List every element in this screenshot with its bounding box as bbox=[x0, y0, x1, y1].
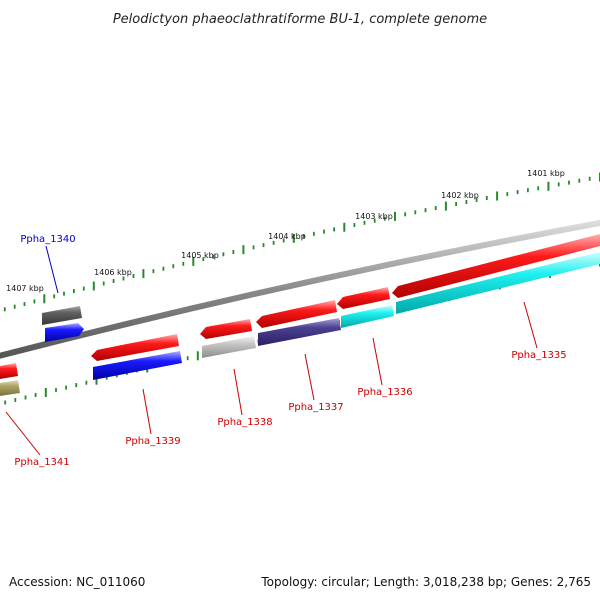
gene-ppha-1339-forward[interactable] bbox=[91, 334, 179, 361]
gene-label-ppha-1338[interactable]: Ppha_1338 bbox=[217, 417, 272, 428]
leader-line-1338 bbox=[233, 368, 243, 416]
kbp-label-1403: 1403 kbp bbox=[355, 212, 393, 221]
gene-label-ppha-1339[interactable]: Ppha_1339 bbox=[125, 436, 180, 447]
kbp-label-1406: 1406 kbp bbox=[94, 268, 132, 277]
leader-line-1341 bbox=[5, 411, 41, 456]
kbp-label-1405: 1405 kbp bbox=[181, 251, 219, 260]
gene-ppha-1341-track2[interactable] bbox=[0, 380, 20, 396]
gene-label-ppha-1341[interactable]: Ppha_1341 bbox=[14, 457, 69, 468]
gene-ppha-1340-track2[interactable] bbox=[45, 323, 84, 342]
accession-text: Accession: NC_011060 bbox=[9, 575, 145, 589]
gene-ppha-1337-track2[interactable] bbox=[258, 318, 341, 346]
leader-line-1340 bbox=[45, 245, 59, 294]
leader-line-1337 bbox=[304, 353, 315, 401]
gene-ppha-1338-forward[interactable] bbox=[200, 319, 252, 339]
gene-ppha-1341-forward[interactable] bbox=[0, 363, 18, 379]
leader-line-1335 bbox=[523, 301, 538, 349]
leader-line-1336 bbox=[372, 337, 383, 386]
gene-ppha-1337-forward[interactable] bbox=[256, 300, 337, 328]
kbp-label-1402: 1402 kbp bbox=[441, 191, 479, 200]
gene-ppha-1339-track2[interactable] bbox=[93, 351, 182, 380]
genome-backbone bbox=[0, 219, 600, 359]
kbp-label-1404: 1404 kbp bbox=[268, 232, 306, 241]
gene-ppha-1340-forward[interactable] bbox=[42, 306, 82, 325]
gene-label-ppha-1340[interactable]: Ppha_1340 bbox=[20, 234, 75, 245]
gene-ppha-1335-forward[interactable] bbox=[392, 234, 600, 298]
gene-ppha-1335-track2[interactable] bbox=[396, 252, 600, 314]
gene-ppha-1338-track2[interactable] bbox=[202, 336, 256, 358]
kbp-label-1407: 1407 kbp bbox=[6, 284, 44, 293]
map-title: Pelodictyon phaeoclathratiforme BU-1, co… bbox=[113, 12, 487, 27]
genome-summary-text: Topology: circular; Length: 3,018,238 bp… bbox=[260, 575, 591, 589]
gene-ppha-1336-forward[interactable] bbox=[337, 287, 390, 309]
kbp-label-1401: 1401 kbp bbox=[527, 169, 565, 178]
outer-tick-ring bbox=[3, 172, 600, 312]
gene-label-ppha-1335[interactable]: Ppha_1335 bbox=[511, 350, 566, 361]
gene-label-ppha-1337[interactable]: Ppha_1337 bbox=[288, 402, 343, 413]
gene-label-ppha-1336[interactable]: Ppha_1336 bbox=[357, 387, 412, 398]
gene-ppha-1336-track2[interactable] bbox=[341, 305, 394, 328]
leader-line-1339 bbox=[142, 388, 152, 435]
